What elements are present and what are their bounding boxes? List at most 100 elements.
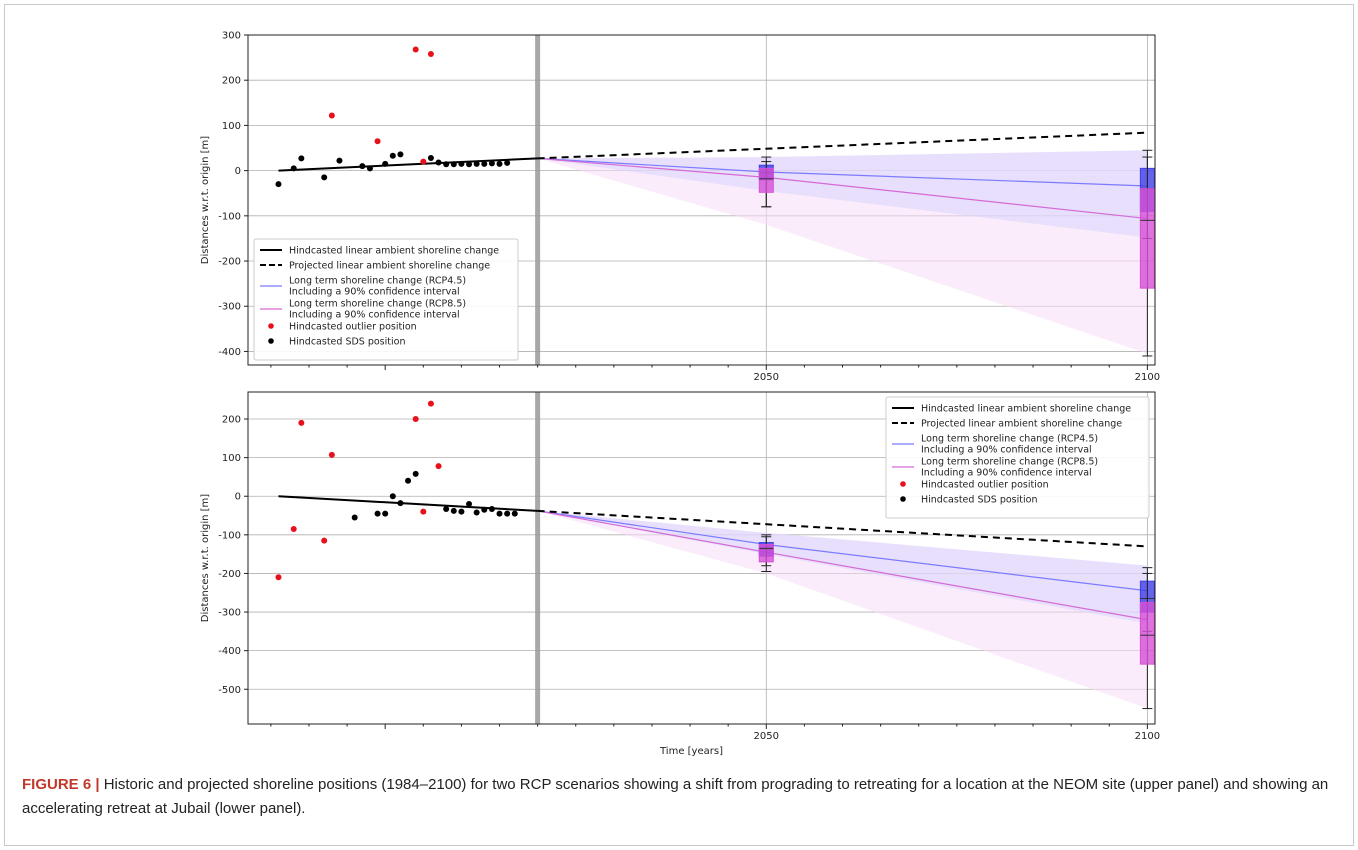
sds-point [488, 505, 495, 512]
legend: Hindcasted linear ambient shoreline chan… [885, 396, 1150, 519]
x-tick-label: 2050 [754, 372, 779, 383]
x-tick-label: 2050 [754, 731, 779, 742]
y-tick-label: -200 [218, 569, 241, 580]
legend-label: Long term shoreline change (RCP8.5) [921, 457, 1098, 468]
y-tick-label: -100 [218, 211, 241, 222]
rcp45-confidence-band [537, 150, 1148, 238]
outlier-point [298, 419, 305, 426]
outlier-point [321, 537, 328, 544]
sds-point [351, 514, 358, 521]
sds-point [435, 159, 442, 166]
outlier-point [412, 416, 419, 423]
sds-point [504, 159, 511, 166]
legend-label: Long term shoreline change (RCP4.5) [289, 276, 466, 287]
sds-point [488, 160, 495, 167]
sds-point [443, 161, 450, 168]
sds-point [374, 510, 381, 517]
y-tick-label: -300 [218, 608, 241, 619]
projected-line [537, 131, 1148, 160]
boxplot-2100-rcp85-box [1139, 188, 1155, 289]
y-axis-label: Distances w.r.t. origin [m] [200, 136, 211, 264]
y-tick-label: 200 [222, 415, 241, 426]
legend-label: Hindcasted outlier position [921, 480, 1049, 491]
legend: Hindcasted linear ambient shoreline chan… [253, 238, 519, 361]
sds-point [450, 161, 457, 168]
sds-point [389, 152, 396, 159]
y-tick-label: 100 [222, 121, 241, 132]
outlier-point [420, 508, 427, 515]
legend-label: Hindcasted SDS position [289, 337, 405, 348]
y-tick-label: 0 [235, 166, 241, 177]
sds-point [458, 160, 465, 167]
sds-point [298, 155, 305, 162]
x-tick-label: 2100 [1135, 372, 1160, 383]
hindcast-line [278, 157, 538, 172]
sds-point [450, 507, 457, 514]
sds-point [481, 506, 488, 513]
legend-box [885, 396, 1150, 519]
sds-point [496, 160, 503, 167]
outlier-point [412, 46, 419, 53]
sds-point [466, 161, 473, 168]
legend-label: Including a 90% confidence interval [921, 445, 1092, 456]
sds-point [443, 505, 450, 512]
panel-lower: 200 100 0 -100 -200 -300 -400 -500 2050 2100 Dista… [200, 391, 1160, 757]
figure-caption: FIGURE 6 | Historic and projected shorel… [22, 773, 1332, 821]
sds-point [290, 165, 297, 172]
boxplot-2100-rcp85-box [1139, 601, 1155, 665]
sds-point [359, 163, 366, 170]
legend-box [253, 238, 519, 361]
outlier-point [420, 158, 427, 165]
plot-frame [247, 391, 1156, 725]
sds-point [473, 160, 480, 167]
legend-label: Projected linear ambient shoreline chang… [289, 261, 490, 272]
legend-key-outlier [900, 481, 906, 487]
legend-label: Long term shoreline change (RCP4.5) [921, 434, 1098, 445]
boxplot-2050-rcp85-box [758, 543, 774, 563]
sds-point [473, 509, 480, 516]
outlier-point [435, 463, 442, 470]
y-tick-label: -400 [218, 347, 241, 358]
sds-point [382, 160, 389, 167]
legend-key-sds [268, 338, 274, 344]
projected-line [537, 509, 1148, 548]
y-tick-label: -200 [218, 257, 241, 268]
boxplot-2050-rcp85-box [758, 167, 774, 193]
panel-upper: 300 200 100 0 -100 -200 -300 -400 2050 2100 Distan… [200, 31, 1160, 384]
legend-key-outlier [268, 323, 274, 329]
legend-label: Long term shoreline change (RCP8.5) [289, 299, 466, 310]
sds-point [511, 510, 518, 517]
legend-label: Hindcasted outlier position [289, 322, 417, 333]
legend-label: Hindcasted linear ambient shoreline chan… [289, 246, 499, 257]
legend-label: Hindcasted SDS position [921, 495, 1037, 506]
figure-label: FIGURE 6 | [22, 776, 100, 793]
y-tick-label: 300 [222, 31, 241, 42]
y-tick-label: -100 [218, 530, 241, 541]
y-tick-label: -500 [218, 685, 241, 696]
outlier-point [328, 451, 335, 458]
sds-point [481, 160, 488, 167]
caption-text: Historic and projected shoreline positio… [22, 776, 1329, 817]
hindcast-line [278, 495, 538, 512]
plot-frame [247, 34, 1156, 366]
outlier-point [427, 400, 434, 407]
sds-point [382, 510, 389, 517]
sds-point [504, 510, 511, 517]
sds-point [405, 477, 412, 484]
legend-label: Including a 90% confidence interval [921, 468, 1092, 479]
sds-point [397, 151, 404, 158]
x-axis-label: Time [years] [659, 746, 723, 757]
sds-point [366, 165, 373, 172]
x-tick-label: 2100 [1135, 731, 1160, 742]
sds-point [336, 157, 343, 164]
sds-point [389, 493, 396, 500]
figure-frame [4, 4, 1354, 846]
outlier-point [290, 526, 297, 533]
outlier-point [328, 112, 335, 119]
y-tick-label: 100 [222, 453, 241, 464]
sds-point [427, 154, 434, 161]
y-tick-label: -400 [218, 646, 241, 657]
legend-label: Including a 90% confidence interval [289, 310, 460, 321]
sds-point [466, 500, 473, 507]
sds-point [397, 500, 404, 507]
